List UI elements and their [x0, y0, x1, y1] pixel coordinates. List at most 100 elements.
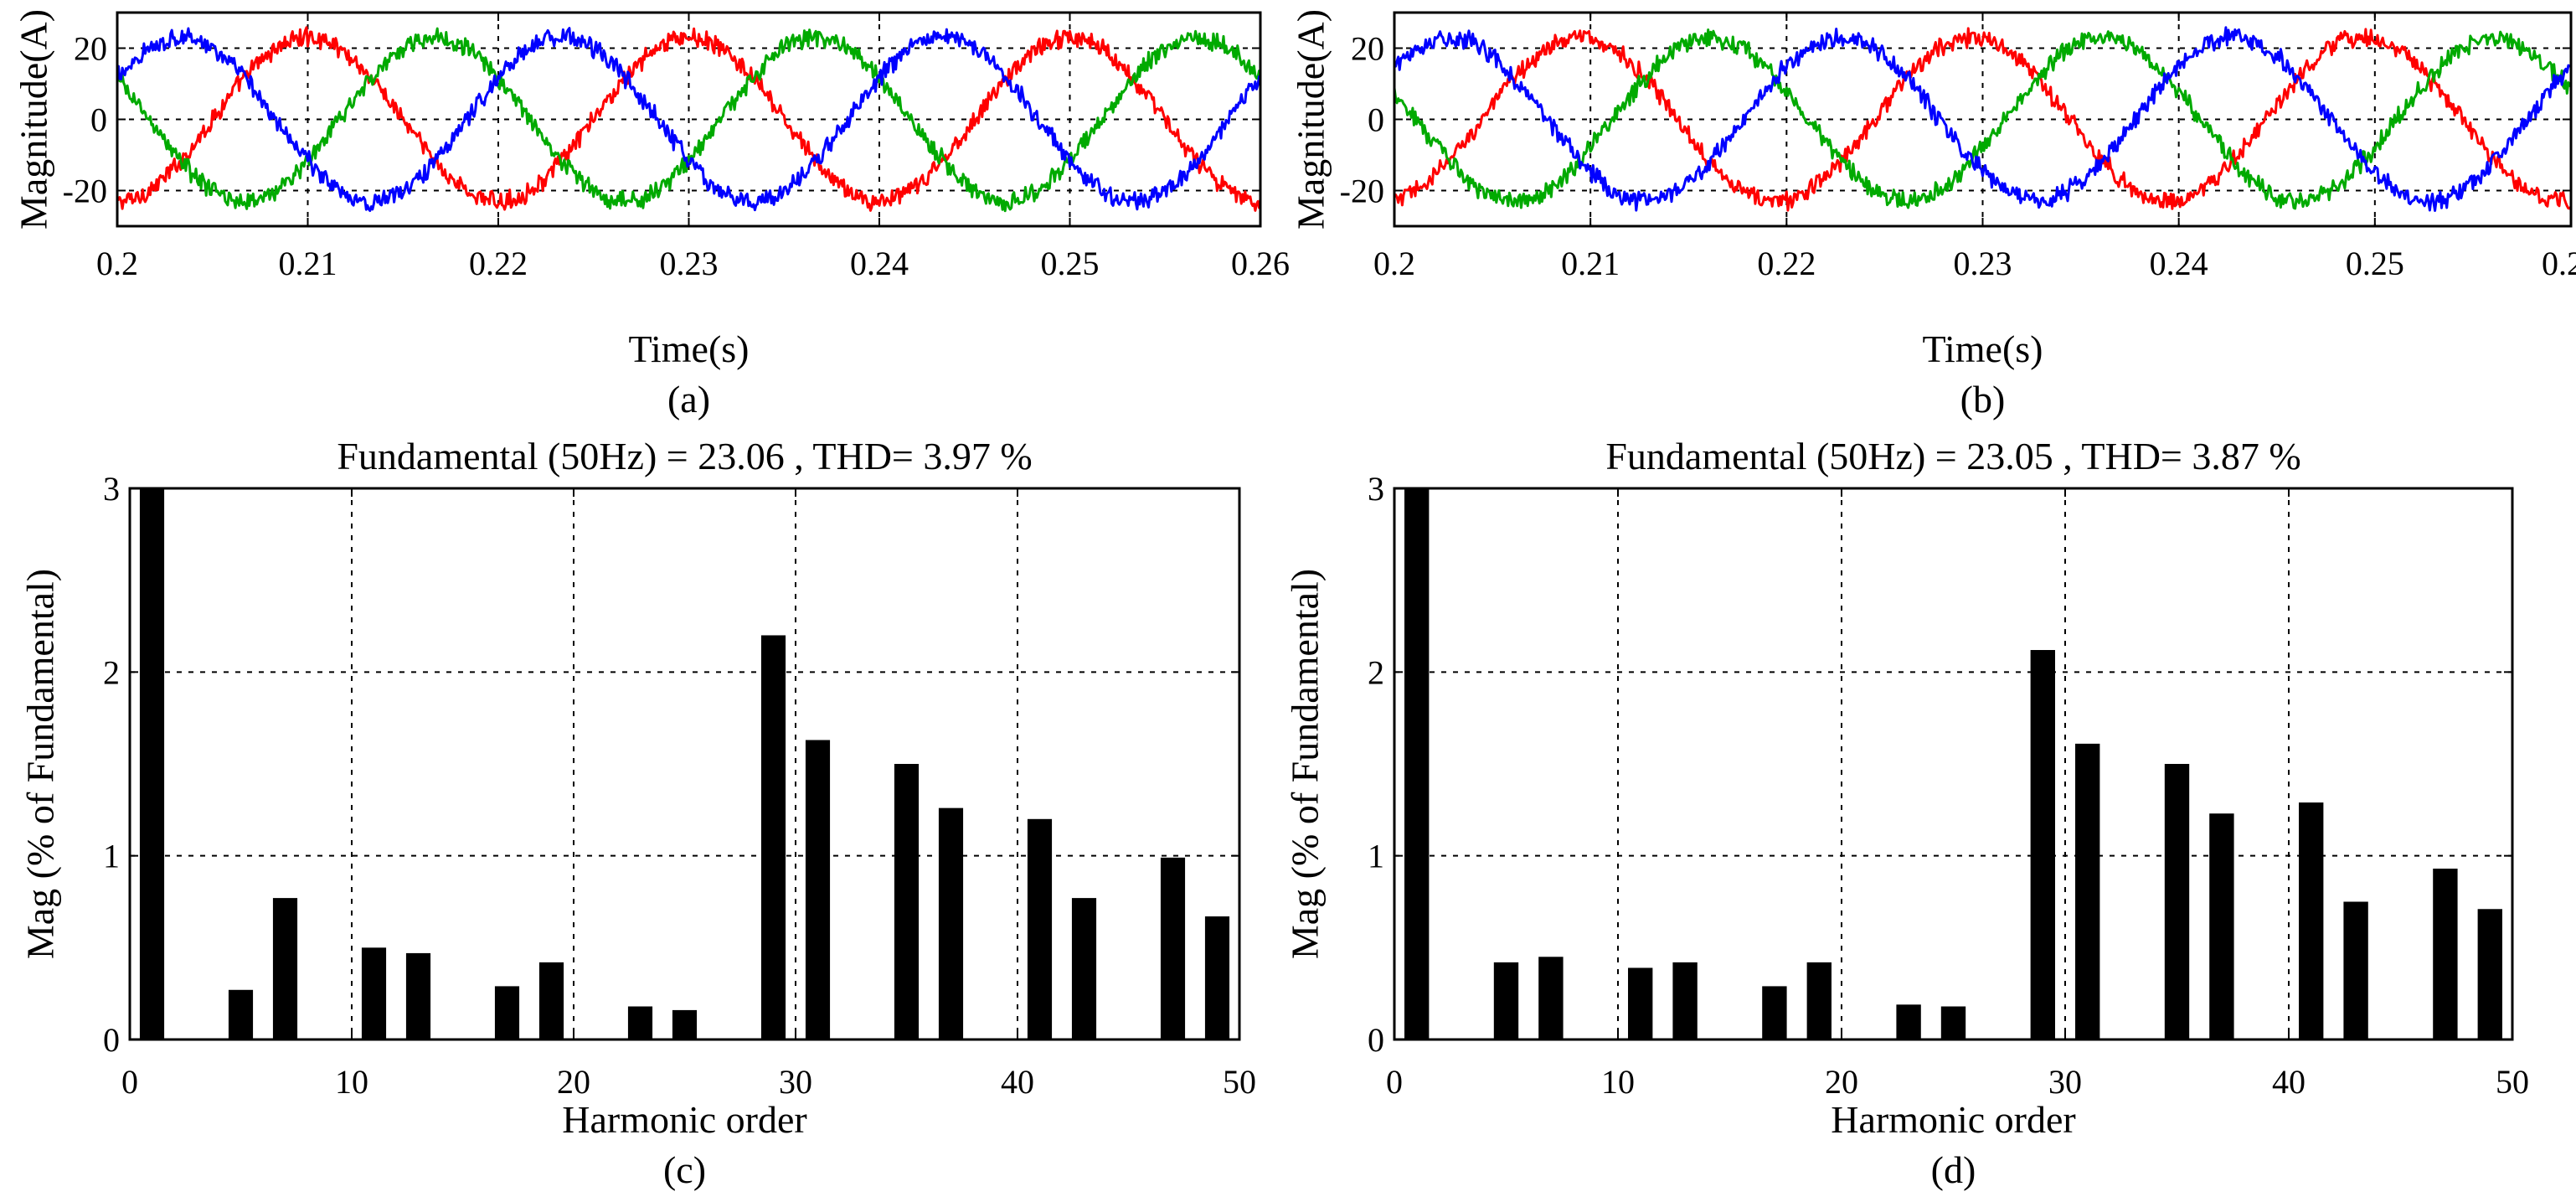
bar-h31: [2075, 743, 2100, 1039]
bar-h49: [1204, 916, 1230, 1039]
bar-h17: [494, 986, 520, 1039]
plot-area: [1394, 26, 2571, 212]
x-tick-label: 0.26: [2542, 245, 2576, 282]
bar-h7: [272, 898, 298, 1039]
y-tick-label: -20: [1340, 173, 1384, 210]
bar-h47: [2433, 869, 2458, 1039]
y-axis-label: Mag (% of Fundamental): [1284, 569, 1327, 959]
chart-c: 0 10 20 30 40 50 0 1 2 3 Harmonic order Mag (% of F…: [19, 435, 1256, 1191]
y-tick-label: -20: [63, 173, 107, 210]
plot-area: [1404, 488, 2502, 1039]
plot-frame: [128, 487, 1241, 1041]
bar-h43: [2343, 901, 2368, 1039]
x-tick-label: 0: [1386, 1063, 1403, 1101]
y-tick-label: 1: [1368, 838, 1384, 875]
chart-d: 0 10 20 30 40 50 0 1 2 3 Harmonic order Mag (% of F…: [1284, 435, 2529, 1191]
bar-h29: [760, 635, 786, 1039]
bar-h5: [228, 989, 254, 1039]
bar-h47: [1160, 857, 1186, 1039]
x-tick-label: 0.26: [1231, 245, 1290, 282]
bar-h41: [1027, 818, 1053, 1039]
x-tick-label: 0.22: [469, 245, 528, 282]
x-tick-label: 0.24: [2150, 245, 2208, 282]
bar-h29: [2030, 650, 2055, 1039]
y-tick-label: 3: [103, 470, 120, 508]
panel-label: (d): [1931, 1148, 1976, 1191]
panel-label: (c): [663, 1148, 706, 1191]
panel-label: (b): [1960, 378, 2006, 420]
plot-area: [117, 26, 1260, 213]
y-tick-label: 2: [1368, 653, 1384, 691]
x-tick-label: 0.23: [1954, 245, 2012, 282]
bar-h5: [1493, 962, 1519, 1039]
x-tick-label: 0.21: [1561, 245, 1620, 282]
x-tick-label: 0: [121, 1063, 138, 1101]
x-tick-label: 0.21: [279, 245, 337, 282]
bar-h17: [1762, 986, 1787, 1039]
bar-h7: [1538, 957, 1564, 1039]
y-tick-label: 0: [1368, 1021, 1384, 1059]
bar-h25: [672, 1009, 698, 1039]
bar-h1: [139, 488, 165, 1039]
bar-h35: [894, 764, 920, 1039]
x-tick-label: 0.25: [2346, 245, 2404, 282]
x-axis-label: Harmonic order: [1831, 1098, 2076, 1141]
bar-h11: [361, 947, 387, 1039]
bar-h37: [938, 807, 964, 1039]
bar-h31: [805, 740, 831, 1039]
x-tick-label: 0.2: [96, 245, 138, 282]
chart-a: 0.2 0.21 0.22 0.23 0.24 0.25 0.26 -20 0 20 Time(s)…: [13, 9, 1290, 420]
plot-area: [139, 488, 1230, 1039]
x-tick-label: 10: [1601, 1063, 1635, 1101]
panel-label: (a): [667, 378, 710, 420]
x-tick-label: 50: [1223, 1063, 1256, 1101]
x-tick-label: 0.25: [1041, 245, 1100, 282]
bar-h11: [1628, 967, 1653, 1039]
y-axis-label: Mag (% of Fundamental): [19, 569, 62, 959]
chart-title: Fundamental (50Hz) = 23.05 , THD= 3.87 %: [1605, 435, 2300, 477]
y-tick-label: 2: [103, 653, 120, 691]
x-tick-label: 30: [779, 1063, 812, 1101]
x-tick-label: 30: [2048, 1063, 2082, 1101]
x-tick-label: 0.22: [1757, 245, 1816, 282]
plot-frame: [1393, 487, 2514, 1041]
y-tick-label: 0: [1368, 101, 1384, 139]
series-line-phase-c: [117, 27, 1260, 213]
series-line-phase-c: [1394, 26, 2571, 212]
bar-h19: [1806, 962, 1832, 1039]
x-tick-label: 0.23: [660, 245, 719, 282]
bar-h23: [1896, 1004, 1921, 1039]
x-tick-label: 40: [2272, 1063, 2306, 1101]
bar-h35: [2164, 764, 2190, 1039]
y-tick-label: 1: [103, 838, 120, 875]
x-tick-label: 20: [1825, 1063, 1858, 1101]
x-axis-label: Time(s): [1923, 328, 2043, 370]
y-axis-label: Magnitude(A): [13, 9, 55, 230]
bar-h13: [405, 952, 431, 1039]
x-axis-label: Harmonic order: [562, 1098, 807, 1141]
bar-h25: [1940, 1006, 1966, 1039]
series-line-phase-a: [1394, 27, 2571, 212]
y-tick-label: 0: [90, 101, 107, 139]
x-tick-label: 20: [557, 1063, 590, 1101]
x-tick-label: 10: [335, 1063, 368, 1101]
x-tick-label: 40: [1001, 1063, 1034, 1101]
bar-h23: [627, 1006, 653, 1039]
y-axis-label: Magnitude(A): [1290, 9, 1332, 230]
series-line-phase-b: [1394, 28, 2571, 210]
chart-b: 0.2 0.21 0.22 0.23 0.24 0.25 0.26 -20 0 20 Time(s)…: [1290, 9, 2576, 420]
x-axis-label: Time(s): [629, 328, 750, 370]
x-tick-label: 0.24: [850, 245, 909, 282]
bar-h19: [538, 962, 564, 1039]
chart-title: Fundamental (50Hz) = 23.06 , THD= 3.97 %: [337, 435, 1032, 477]
x-tick-label: 50: [2496, 1063, 2529, 1101]
bar-h13: [1672, 962, 1698, 1039]
bar-h49: [2477, 909, 2502, 1039]
bar-h1: [1404, 488, 1430, 1039]
y-tick-label: 3: [1368, 470, 1384, 508]
y-tick-label: 20: [74, 30, 107, 68]
bar-h37: [2209, 813, 2234, 1039]
bar-h41: [2299, 802, 2324, 1039]
x-tick-label: 0.2: [1373, 245, 1415, 282]
